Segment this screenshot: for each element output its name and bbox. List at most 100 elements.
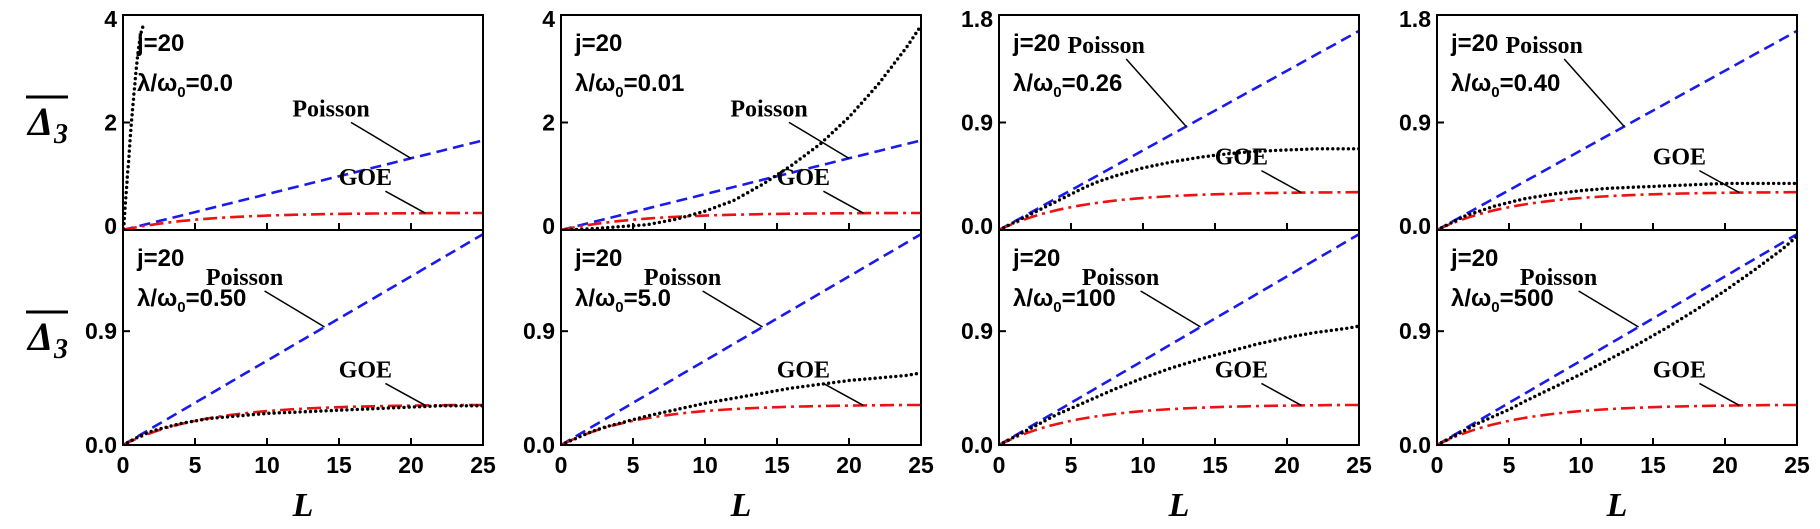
poisson-line: [999, 233, 1359, 445]
data-point: [1462, 428, 1467, 433]
poisson-label: Poisson: [1506, 33, 1583, 59]
data-point: [1547, 388, 1551, 392]
data-point: [1048, 202, 1052, 207]
data-point: [857, 377, 862, 382]
data-point: [1130, 169, 1134, 173]
data-point: [130, 108, 135, 112]
data-point: [600, 226, 605, 230]
data-point: [340, 408, 344, 412]
data-point: [133, 76, 137, 81]
data-point: [637, 223, 641, 227]
data-point: [1066, 407, 1071, 412]
data-point: [1444, 438, 1448, 442]
panel-0-1: 0 2 4 j=20 λ/ω0=0.01 Poisson GOE: [542, 6, 922, 239]
data-point: [1561, 381, 1565, 385]
j-annotation: j=20: [1012, 245, 1060, 272]
data-point: [303, 410, 307, 414]
data-point: [564, 441, 568, 445]
data-point: [262, 412, 266, 416]
data-point: [241, 413, 245, 418]
data-point: [131, 97, 136, 102]
data-point: [637, 416, 642, 420]
data-point: [1081, 186, 1085, 190]
data-point: [1507, 200, 1512, 205]
data-point: [652, 412, 657, 416]
data-point: [1043, 205, 1048, 209]
x-tick-label: 0: [555, 452, 568, 478]
data-point: [123, 201, 128, 205]
data-point: [174, 423, 178, 427]
data-point: [657, 220, 662, 225]
data-point: [668, 409, 672, 413]
data-point: [775, 388, 779, 393]
data-point: [852, 378, 857, 382]
data-point: [1029, 212, 1034, 216]
data-point: [125, 175, 129, 179]
data-point: [449, 404, 453, 408]
x-axis-label: L: [292, 487, 314, 524]
data-point: [1325, 147, 1330, 151]
data-point: [826, 134, 831, 138]
data-point: [870, 89, 874, 94]
data-point: [1124, 383, 1128, 387]
data-point: [164, 425, 168, 429]
data-point: [1305, 147, 1309, 151]
data-point: [127, 149, 131, 153]
data-point: [611, 225, 615, 229]
data-point: [1067, 193, 1071, 197]
data-point: [866, 93, 871, 98]
data-point: [1006, 438, 1010, 442]
j-annotation: j=20: [136, 30, 184, 57]
data-point: [759, 183, 763, 187]
data-point: [1206, 154, 1211, 158]
x-tick-label: 5: [627, 452, 640, 478]
data-point: [739, 395, 743, 399]
data-point: [772, 174, 777, 179]
data-series: [561, 372, 919, 445]
y-tick-label: 2: [104, 110, 117, 136]
data-point: [1509, 406, 1514, 410]
lambda-annotation: λ/ω0=500: [1451, 285, 1554, 316]
data-point: [658, 411, 662, 415]
data-point: [811, 383, 815, 387]
goe-label: GOE: [1653, 357, 1706, 383]
data-point: [1339, 327, 1344, 331]
data-point: [896, 57, 900, 61]
x-tick-label: 0: [1431, 452, 1444, 478]
x-tick-label: 15: [1640, 452, 1666, 478]
data-point: [1053, 200, 1057, 204]
data-point: [736, 196, 741, 200]
data-point: [838, 123, 842, 128]
data-point: [1584, 188, 1589, 192]
data-point: [1715, 294, 1719, 298]
y-tick-label: 0.0: [961, 213, 993, 239]
data-point: [1119, 385, 1123, 389]
data-point: [842, 120, 846, 124]
data-point: [914, 31, 918, 36]
data-point: [1756, 181, 1760, 186]
data-point: [873, 85, 877, 90]
data-point: [1657, 330, 1662, 334]
data-point: [132, 87, 137, 91]
lambda-annotation: λ/ω0=0.0: [137, 70, 233, 101]
data-point: [744, 394, 749, 398]
data-point: [1644, 338, 1648, 342]
data-point: [1237, 347, 1242, 351]
data-point: [1639, 340, 1644, 344]
x-tick-label: 10: [1130, 452, 1156, 478]
data-point: [1115, 173, 1119, 178]
plot-frame: [998, 229, 1360, 446]
data-point: [1298, 333, 1303, 337]
data-point: [1128, 381, 1133, 385]
data-point: [1155, 163, 1159, 167]
data-point: [1667, 184, 1672, 188]
plot-frame: [1436, 229, 1798, 446]
data-point: [1648, 335, 1653, 339]
data-point: [1666, 325, 1671, 329]
lambda-annotation: λ/ω0=0.40: [1451, 70, 1560, 101]
data-point: [288, 410, 292, 415]
data-point: [256, 412, 261, 416]
data-point: [621, 224, 625, 229]
data-point: [1172, 365, 1177, 369]
data-point: [1728, 285, 1732, 290]
